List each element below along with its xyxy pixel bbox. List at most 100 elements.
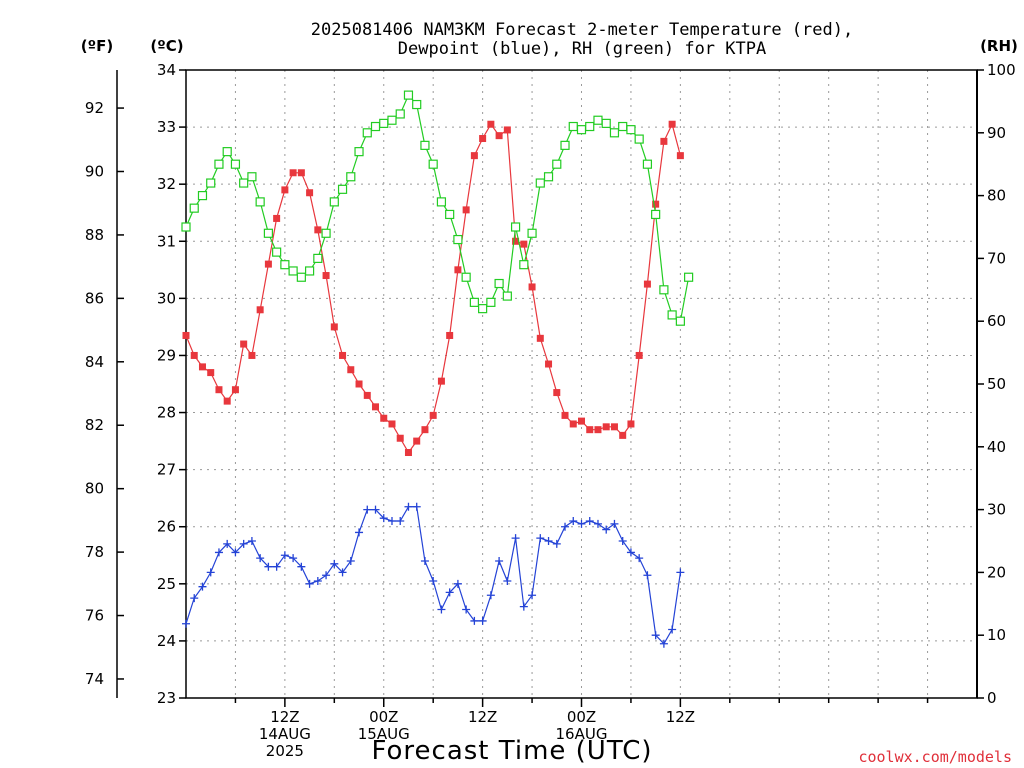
fahrenheit-tick-label: 74 bbox=[85, 670, 104, 688]
dewpoint-point bbox=[585, 517, 594, 526]
rh-tick-label: 60 bbox=[987, 312, 1006, 330]
rh-point bbox=[379, 118, 389, 128]
rh-point bbox=[502, 291, 512, 301]
time-tick-label: 14AUG bbox=[259, 725, 311, 743]
temperature-point bbox=[330, 323, 338, 331]
time-tick-label: 12Z bbox=[666, 708, 695, 726]
temperature-point bbox=[536, 334, 544, 342]
celsius-unit-label: (ºC) bbox=[150, 37, 183, 55]
temperature-point bbox=[231, 386, 239, 394]
rh-tick-label: 100 bbox=[987, 61, 1016, 79]
fahrenheit-tick-label: 88 bbox=[85, 226, 104, 244]
temperature-point bbox=[413, 437, 421, 445]
celsius-tick-label: 32 bbox=[157, 175, 176, 193]
rh-point bbox=[313, 253, 323, 263]
rh-point bbox=[651, 209, 661, 220]
celsius-tick-label: 33 bbox=[157, 118, 176, 136]
temperature-series bbox=[182, 120, 684, 457]
temperature-point bbox=[437, 377, 445, 385]
series-layer bbox=[181, 90, 694, 648]
dewpoint-point bbox=[626, 548, 635, 557]
dewpoint-point bbox=[528, 591, 537, 600]
rh-tick-label: 20 bbox=[987, 563, 1006, 581]
rh-point bbox=[255, 197, 265, 207]
dewpoint-point bbox=[182, 619, 190, 628]
celsius-tick-label: 34 bbox=[157, 61, 176, 79]
rh-point bbox=[519, 260, 529, 270]
dewpoint-point bbox=[396, 517, 405, 526]
temperature-point bbox=[643, 280, 651, 288]
fahrenheit-tick-label: 82 bbox=[85, 416, 104, 434]
celsius-tick-label: 30 bbox=[157, 289, 176, 307]
temperature-point bbox=[314, 226, 322, 234]
dewpoint-point bbox=[412, 502, 421, 511]
dewpoint-point bbox=[214, 548, 223, 557]
rh-point bbox=[618, 121, 628, 132]
temperature-point bbox=[388, 420, 396, 428]
celsius-tick-label: 25 bbox=[157, 575, 176, 593]
temperature-point bbox=[528, 283, 536, 291]
rh-point bbox=[469, 297, 479, 307]
dewpoint-point bbox=[313, 576, 322, 585]
temperature-point bbox=[363, 391, 371, 399]
celsius-tick-label: 26 bbox=[157, 518, 176, 536]
rh-tick-label: 90 bbox=[987, 124, 1006, 142]
temperature-point bbox=[569, 420, 577, 428]
temperature-point bbox=[322, 272, 330, 280]
dewpoint-point bbox=[569, 517, 578, 526]
temperature-point bbox=[223, 397, 231, 405]
dewpoint-point bbox=[272, 562, 281, 571]
dewpoint-point bbox=[231, 548, 240, 557]
temperature-point bbox=[578, 417, 585, 425]
dewpoint-point bbox=[198, 582, 207, 591]
rh-point bbox=[214, 159, 224, 169]
dewpoint-point bbox=[668, 625, 677, 634]
temperature-point bbox=[627, 420, 635, 428]
temperature-point bbox=[512, 237, 520, 245]
celsius-tick-label: 27 bbox=[157, 461, 176, 479]
x-axis-label: Forecast Time (UTC) bbox=[371, 736, 652, 766]
dewpoint-point bbox=[486, 591, 495, 600]
credit-text: coolwx.com/models bbox=[858, 748, 1012, 766]
dewpoint-point bbox=[223, 539, 232, 548]
rh-point bbox=[346, 172, 356, 182]
rh-point bbox=[321, 228, 331, 238]
rh-point bbox=[445, 209, 455, 220]
temperature-point bbox=[396, 434, 404, 442]
temperature-point bbox=[297, 169, 305, 177]
dewpoint-point bbox=[429, 576, 438, 585]
temperature-point bbox=[256, 306, 264, 314]
rh-point bbox=[288, 266, 298, 276]
rh-tick-label: 10 bbox=[987, 626, 1006, 644]
rh-point bbox=[585, 121, 595, 132]
temperature-point bbox=[289, 169, 297, 177]
dewpoint-point bbox=[511, 534, 520, 543]
fahrenheit-axis: 74 76 78 80 82 84 86 88 90 92 bbox=[85, 70, 124, 698]
dewpoint-point bbox=[297, 562, 306, 571]
temperature-point bbox=[404, 449, 412, 457]
rh-point bbox=[412, 99, 422, 110]
celsius-tick-label: 23 bbox=[157, 689, 176, 707]
rh-point bbox=[675, 316, 685, 326]
rh-point bbox=[189, 203, 199, 213]
dewpoint-point bbox=[536, 534, 545, 543]
rh-point bbox=[560, 140, 570, 150]
dewpoint-point bbox=[453, 579, 462, 588]
dewpoint-point bbox=[239, 539, 248, 548]
temperature-point bbox=[610, 423, 618, 431]
temperature-point bbox=[215, 386, 223, 394]
temperature-point bbox=[240, 340, 248, 348]
temperature-point bbox=[462, 206, 470, 214]
fahrenheit-tick-label: 78 bbox=[85, 543, 104, 561]
dewpoint-point bbox=[247, 537, 256, 545]
temperature-point bbox=[273, 214, 281, 222]
rh-point bbox=[197, 191, 208, 201]
grid bbox=[186, 70, 977, 698]
rh-point bbox=[527, 228, 537, 238]
dewpoint-point bbox=[618, 537, 627, 545]
dewpoint-point bbox=[470, 616, 479, 625]
fahrenheit-tick-label: 76 bbox=[85, 607, 104, 625]
temperature-point bbox=[248, 351, 256, 359]
rh-point bbox=[659, 285, 669, 295]
time-tick-label: 12Z bbox=[468, 708, 497, 726]
